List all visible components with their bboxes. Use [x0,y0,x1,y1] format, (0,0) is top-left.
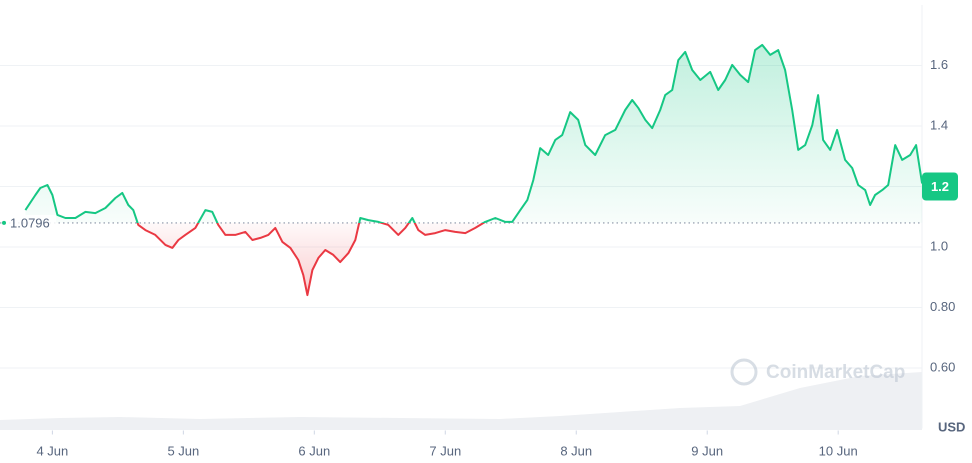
watermark-logo [730,358,758,386]
y-tick-label: 0.60 [930,359,955,374]
current-price-badge [922,172,958,201]
x-tick-label: 8 Jun [560,443,592,458]
y-tick-label: 1.0 [930,238,948,253]
x-tick-label: 5 Jun [167,443,199,458]
watermark-text: CoinMarketCap [766,362,905,383]
x-tick-label: 7 Jun [429,443,461,458]
y-tick-label: 1.6 [930,57,948,72]
current-price-label: 1.2 [931,179,949,194]
price-area [25,44,923,296]
reference-label-bg [6,214,56,231]
x-tick-label: 6 Jun [298,443,330,458]
reference-label: 1.0796 [10,215,50,230]
y-axis-label: USD [938,419,965,434]
x-tick-label: 4 Jun [36,443,68,458]
x-tick-label: 10 Jun [819,443,858,458]
price-line [24,43,924,297]
x-tick-label: 9 Jun [691,443,723,458]
watermark: CoinMarketCap [730,358,905,386]
volume-area [0,372,922,430]
start-dot [2,220,6,225]
y-tick-label: 1.4 [930,117,948,132]
y-tick-label: 0.80 [930,299,955,314]
